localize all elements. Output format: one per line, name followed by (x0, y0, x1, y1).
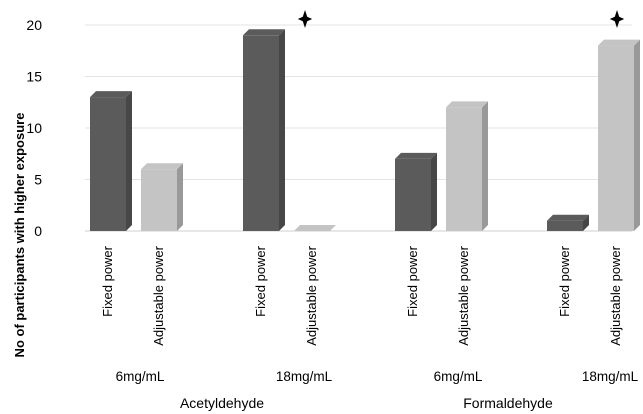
bar (141, 163, 183, 231)
concentration-label: 6mg/mL (434, 369, 483, 384)
bar-front (598, 45, 634, 231)
concentration-label: 6mg/mL (116, 369, 165, 384)
bar-front (141, 169, 177, 231)
bar (90, 91, 132, 231)
bar (598, 39, 640, 231)
y-tick-label: 5 (34, 172, 42, 188)
significance-marker (297, 10, 313, 28)
bar-top (547, 214, 589, 221)
concentration-label: 18mg/mL (582, 369, 639, 384)
bar (547, 214, 589, 231)
compound-label: Formaldehyde (463, 395, 553, 411)
bar-side (177, 163, 183, 231)
x-category-label: Fixed power (405, 245, 420, 316)
significance-markers (297, 10, 625, 28)
significance-marker (609, 10, 625, 28)
y-tick-label: 20 (26, 17, 42, 33)
y-tick-labels: 0 5 10 15 20 (26, 17, 42, 239)
bar-side (431, 152, 437, 231)
x-category-labels: Fixed power Adjustable power Fixed power Ad… (100, 245, 623, 345)
bar-side (126, 91, 132, 231)
bar-front (395, 158, 431, 231)
bar-front (243, 35, 279, 231)
bar (446, 101, 488, 232)
bar (395, 152, 437, 231)
bar (243, 29, 285, 231)
concentration-labels: 6mg/mL 18mg/mL 6mg/mL 18mg/mL (116, 369, 639, 384)
x-category-label: Fixed power (253, 245, 268, 316)
bar-top (395, 152, 437, 159)
concentration-label: 18mg/mL (276, 369, 333, 384)
x-category-label: Adjustable power (608, 245, 623, 345)
bar-top (243, 29, 285, 36)
bar-side (583, 214, 589, 231)
bar-side (279, 29, 285, 231)
bar-side (482, 101, 488, 232)
bar-front (90, 97, 126, 231)
x-category-label: Fixed power (100, 245, 115, 316)
y-tick-label: 15 (26, 69, 42, 85)
bars (90, 29, 640, 232)
x-category-label: Adjustable power (456, 245, 471, 345)
bar-top (294, 225, 336, 231)
bar-top (90, 91, 132, 98)
bar-top (446, 101, 488, 108)
bar-top (141, 163, 183, 170)
compound-label: Acetyldehyde (180, 395, 264, 411)
x-category-label: Adjustable power (304, 245, 319, 345)
y-tick-label: 10 (26, 120, 42, 136)
bar (294, 225, 336, 231)
bar-side (634, 39, 640, 231)
x-category-label: Fixed power (557, 245, 572, 316)
bar-front (446, 107, 482, 231)
bar-front (547, 220, 583, 231)
y-tick-label: 0 (34, 223, 42, 239)
x-category-label: Adjustable power (151, 245, 166, 345)
compound-labels: Acetyldehyde Formaldehyde (180, 395, 553, 411)
y-axis-label: No of participants with higher exposure (12, 113, 27, 358)
bar-top (598, 39, 640, 46)
